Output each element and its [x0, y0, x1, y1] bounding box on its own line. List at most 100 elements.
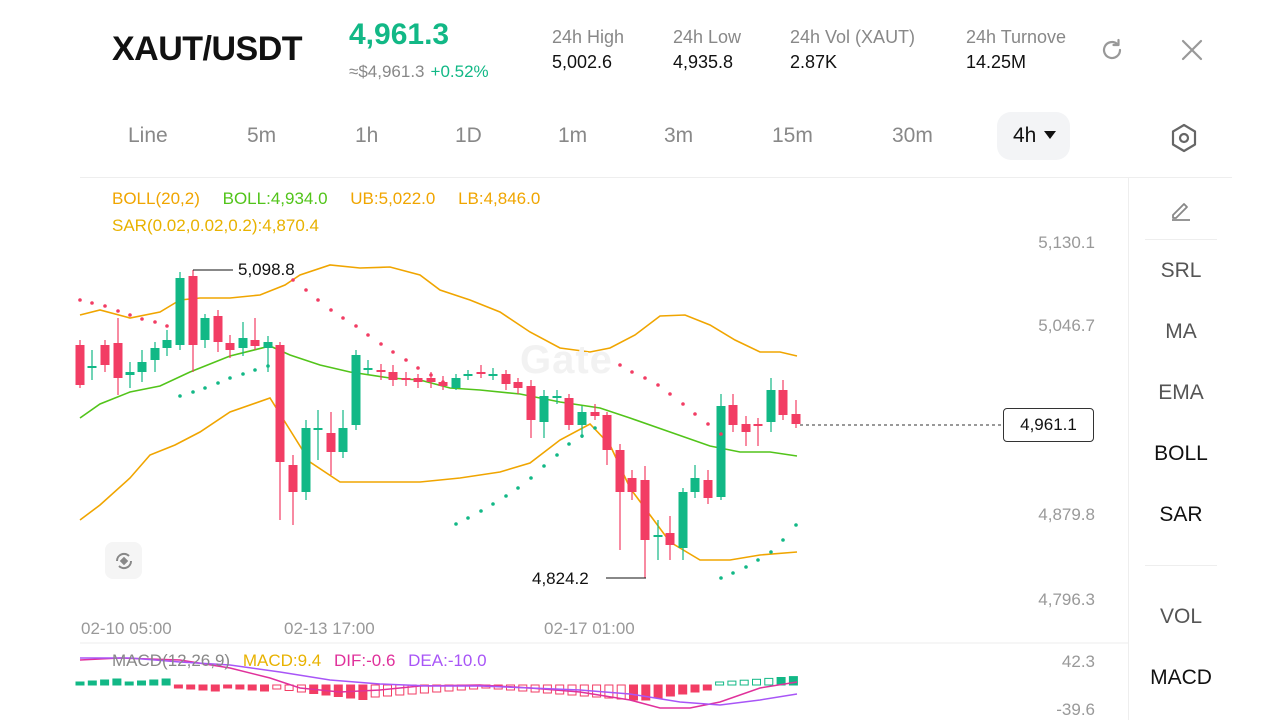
tab-1h[interactable]: 1h: [355, 124, 379, 147]
indicator-srl[interactable]: SRL: [1160, 259, 1202, 282]
candle: [438, 376, 448, 390]
sar-dot: [516, 486, 520, 490]
macd-bar: [592, 684, 602, 698]
macd-bar: [702, 684, 712, 691]
chart-settings-button[interactable]: [1168, 122, 1200, 154]
watermark-logo: Gate: [520, 338, 613, 382]
sar-dot: [140, 317, 144, 321]
candle: [426, 372, 436, 388]
sar-dot: [78, 298, 82, 302]
candle: [526, 380, 536, 438]
macd-bar: [555, 684, 565, 695]
macd-bar: [75, 681, 85, 686]
candle: [778, 380, 788, 420]
sar-dot: [593, 426, 597, 430]
candle: [275, 342, 285, 520]
sar-dot: [366, 333, 370, 337]
sar-dot: [630, 370, 634, 374]
candle: [413, 374, 423, 388]
sar-dot: [643, 376, 647, 380]
macd-bar: [715, 681, 725, 686]
indicator-ma[interactable]: MA: [1165, 320, 1197, 343]
macd-bar: [260, 684, 269, 692]
stat-label: 24h Low: [673, 27, 742, 47]
macd-bar: [530, 684, 540, 693]
macd-bar: [309, 684, 319, 694]
sar-dot: [769, 550, 773, 554]
sar-dot: [191, 390, 195, 394]
divider: [80, 177, 1232, 178]
stat-label: 24h High: [552, 27, 625, 47]
candle: [388, 365, 398, 386]
candle: [175, 272, 185, 350]
macd-bar: [788, 676, 798, 686]
candle: [351, 350, 361, 430]
macd-bar: [764, 677, 774, 686]
macd-bar: [87, 680, 97, 686]
macd-bar: [579, 684, 589, 697]
indicator-macd[interactable]: MACD: [1150, 666, 1212, 689]
tab-4h[interactable]: 4h: [997, 112, 1071, 160]
candle: [791, 400, 801, 428]
candle: [451, 374, 461, 390]
tab-3m[interactable]: 3m: [664, 124, 694, 147]
macd-bar: [346, 684, 356, 699]
candle: [263, 336, 273, 372]
sar-dot: [341, 316, 345, 320]
macd-bar: [235, 684, 245, 690]
sar-dot: [668, 392, 672, 396]
boll-ub: UB:5,022.0: [350, 189, 436, 208]
sar-dot: [216, 381, 220, 385]
candle: [653, 520, 663, 560]
macd-bar: [383, 684, 392, 697]
tab-1d[interactable]: 1D: [455, 124, 482, 147]
macd-bar: [542, 684, 552, 694]
boll-legend: BOLL(20,2) BOLL:4,934.0 UB:5,022.0 LB:4,…: [112, 189, 558, 209]
macd-bar: [186, 684, 196, 690]
macd-bar: [506, 684, 515, 691]
close-button[interactable]: [1176, 34, 1208, 66]
sar-dot: [693, 412, 697, 416]
refresh-icon: [1102, 38, 1122, 60]
tab-1m[interactable]: 1m: [558, 124, 588, 147]
draw-tool-button[interactable]: [1129, 196, 1233, 228]
tab-15m[interactable]: 15m: [772, 124, 813, 147]
sar-dot: [128, 313, 132, 317]
macd-bar: [567, 684, 577, 696]
candle: [87, 350, 97, 380]
boll-params: BOLL(20,2): [112, 189, 200, 208]
sar-dot: [731, 571, 735, 575]
indicator-boll[interactable]: BOLL: [1154, 442, 1208, 465]
candle: [188, 270, 198, 372]
macd-bar: [395, 684, 405, 696]
sar-dot: [429, 373, 433, 377]
low-annotation: 4,824.2: [532, 569, 589, 588]
reset-view-button[interactable]: [105, 542, 142, 579]
sar-dot: [466, 516, 470, 520]
tab-5m[interactable]: 5m: [247, 124, 277, 147]
toolbar-divider: [1145, 239, 1217, 240]
indicator-vol[interactable]: VOL: [1159, 605, 1203, 628]
stat-24h-vol: 24h Vol (XAUT) 2.87K: [790, 27, 915, 73]
boll-mid: BOLL:4,934.0: [222, 189, 328, 208]
indicator-ema[interactable]: EMA: [1158, 381, 1204, 404]
tab-line[interactable]: Line: [128, 124, 168, 147]
sar-dot: [504, 494, 508, 498]
sar-value: SAR(0.02,0.02,0.2):4,870.4: [112, 216, 319, 235]
sar-dot: [103, 304, 107, 308]
candle: [326, 412, 336, 475]
candle: [488, 368, 498, 380]
stat-value: 2.87K: [790, 52, 838, 72]
candle: [602, 412, 612, 465]
dif-value: DIF:-0.6: [334, 651, 396, 670]
refresh-button[interactable]: [1096, 34, 1128, 66]
candle: [552, 390, 562, 404]
tab-30m[interactable]: 30m: [892, 124, 933, 147]
sar-dot: [618, 363, 622, 367]
macd-bar: [653, 684, 663, 699]
indicator-sar[interactable]: SAR: [1159, 503, 1203, 526]
macd-y-tick: 42.3: [1061, 652, 1095, 671]
sar-dot: [656, 383, 660, 387]
sar-dot: [491, 502, 495, 506]
macd-bar: [124, 681, 134, 686]
